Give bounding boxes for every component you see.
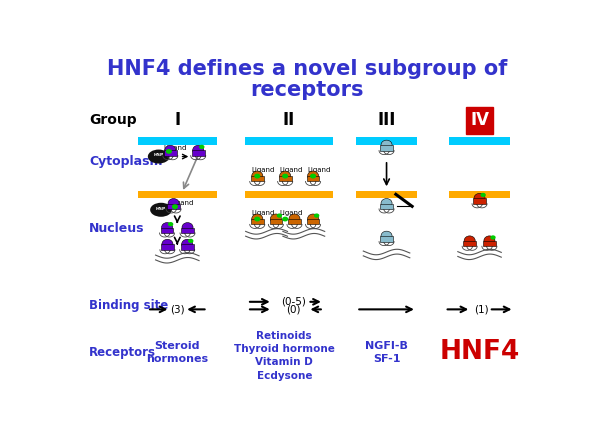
Bar <box>307 176 319 182</box>
Text: (3): (3) <box>170 304 185 314</box>
Circle shape <box>173 205 178 208</box>
Ellipse shape <box>381 140 392 150</box>
Bar <box>251 176 263 182</box>
Text: Ligand: Ligand <box>170 200 194 206</box>
Circle shape <box>255 174 260 178</box>
Circle shape <box>277 214 281 217</box>
Ellipse shape <box>168 198 179 208</box>
Text: Steroid
hormones: Steroid hormones <box>146 341 208 364</box>
Bar <box>161 228 173 233</box>
Circle shape <box>283 217 287 221</box>
Bar <box>138 191 217 198</box>
Text: (0): (0) <box>286 304 301 314</box>
Ellipse shape <box>271 214 281 223</box>
Ellipse shape <box>182 240 193 249</box>
Ellipse shape <box>161 223 173 232</box>
Ellipse shape <box>381 198 392 208</box>
Text: Retinoids
Thyroid hormone
Vitamin D
Ecdysone: Retinoids Thyroid hormone Vitamin D Ecdy… <box>234 331 335 380</box>
Circle shape <box>200 145 204 149</box>
Text: II: II <box>283 112 295 129</box>
Text: Ligand: Ligand <box>251 167 275 173</box>
Text: Ligand: Ligand <box>251 210 275 216</box>
Ellipse shape <box>252 171 263 181</box>
Circle shape <box>491 236 495 239</box>
Circle shape <box>314 214 319 217</box>
Text: Ligand: Ligand <box>280 167 303 173</box>
Ellipse shape <box>148 149 170 164</box>
Ellipse shape <box>252 214 263 223</box>
Circle shape <box>283 174 287 178</box>
Text: Ligand: Ligand <box>280 210 303 216</box>
Bar <box>245 191 333 198</box>
Bar <box>380 204 393 209</box>
Text: HSP: HSP <box>156 206 166 211</box>
Text: I: I <box>174 112 181 129</box>
Circle shape <box>167 150 171 153</box>
Text: receptors: receptors <box>251 79 364 99</box>
Text: HSP: HSP <box>154 153 164 157</box>
Ellipse shape <box>150 203 172 217</box>
Bar <box>449 191 510 198</box>
Circle shape <box>169 223 173 226</box>
Bar <box>380 236 393 242</box>
Text: Nucleus: Nucleus <box>89 222 145 235</box>
Bar <box>138 137 217 145</box>
Text: Group: Group <box>89 113 137 128</box>
Text: Receptors: Receptors <box>89 346 156 359</box>
Ellipse shape <box>193 145 204 155</box>
Text: IV: IV <box>470 112 489 129</box>
Bar <box>473 198 486 204</box>
Bar <box>449 137 510 145</box>
Ellipse shape <box>474 194 485 203</box>
Text: Ligand: Ligand <box>163 145 187 151</box>
Ellipse shape <box>289 214 300 223</box>
Bar <box>167 204 180 209</box>
Circle shape <box>311 174 316 178</box>
Ellipse shape <box>165 145 176 155</box>
Text: HNF4: HNF4 <box>439 339 520 365</box>
Text: Cytoplasm: Cytoplasm <box>89 155 163 168</box>
Ellipse shape <box>381 231 392 241</box>
Text: III: III <box>377 112 396 129</box>
Text: NGFI-B
SF-1: NGFI-B SF-1 <box>365 341 408 364</box>
Circle shape <box>189 240 193 242</box>
Bar <box>161 244 174 250</box>
Bar <box>356 191 417 198</box>
Bar <box>181 228 194 233</box>
Bar <box>251 219 263 224</box>
Ellipse shape <box>182 223 193 232</box>
Circle shape <box>255 217 260 221</box>
Bar <box>164 150 176 156</box>
Text: (0-5): (0-5) <box>281 297 306 307</box>
Bar <box>288 219 301 224</box>
Bar <box>269 219 282 224</box>
Bar <box>192 150 205 156</box>
Bar <box>463 241 476 246</box>
Bar <box>181 244 194 250</box>
Circle shape <box>481 194 485 196</box>
Ellipse shape <box>308 214 319 223</box>
Text: (1): (1) <box>473 304 488 314</box>
Bar <box>483 241 496 246</box>
Bar <box>380 145 393 150</box>
Text: HNF4 defines a novel subgroup of: HNF4 defines a novel subgroup of <box>107 59 508 79</box>
Ellipse shape <box>308 171 319 181</box>
Bar <box>307 219 319 224</box>
Bar <box>356 137 417 145</box>
Bar <box>245 137 333 145</box>
Ellipse shape <box>280 171 291 181</box>
Text: Binding site: Binding site <box>89 299 168 313</box>
Ellipse shape <box>162 240 173 249</box>
Ellipse shape <box>484 236 495 245</box>
Bar <box>279 176 292 182</box>
Text: Ligand: Ligand <box>307 167 331 173</box>
Ellipse shape <box>464 236 475 245</box>
